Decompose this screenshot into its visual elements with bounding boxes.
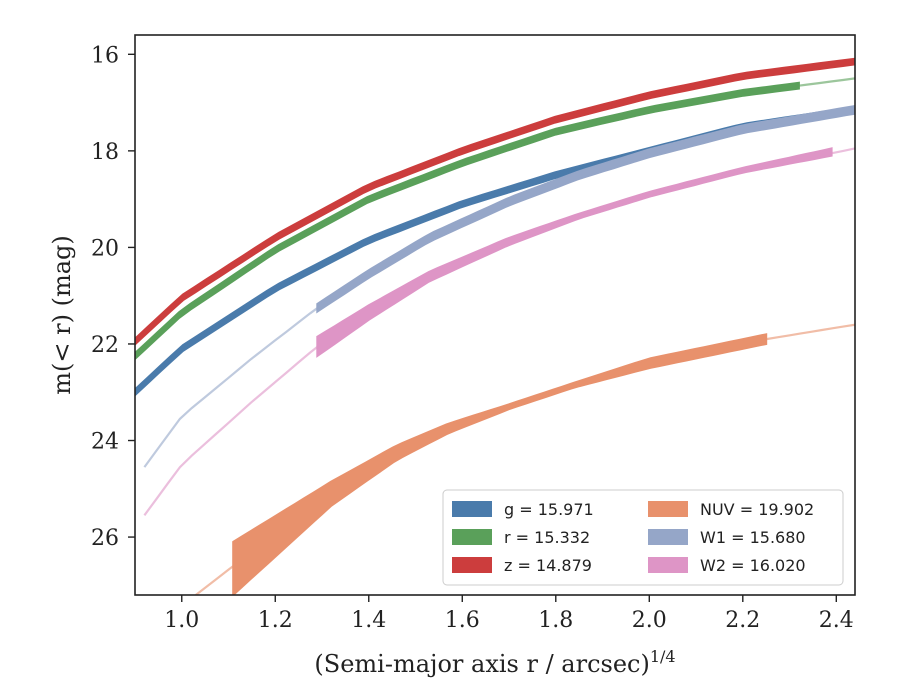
x-tick-label: 1.4 [351,608,386,633]
x-axis-label: (Semi-major axis r / arcsec)1/4 [314,647,675,678]
legend-swatch-g [452,501,492,517]
legend-label-z: z = 14.879 [504,556,592,575]
y-tick-label: 16 [91,43,119,68]
y-tick-label: 24 [91,430,119,455]
series-g-band [135,105,855,397]
y-tick-label: 22 [91,333,119,358]
y-axis: 16 18 20 22 24 26 [91,43,135,551]
legend-label-W2: W2 = 16.020 [700,556,806,575]
series-layer [135,57,855,595]
legend-box [442,489,844,586]
series-z-band [135,57,855,346]
series-W2-band [316,147,833,358]
legend-swatch-W1 [648,529,688,545]
series-r-line [135,77,855,357]
legend-label-r: r = 15.332 [504,528,590,547]
x-tick-label: 1.8 [538,608,573,633]
legend-swatch-W2 [648,557,688,573]
x-tick-label: 2.0 [632,608,667,633]
series-r-band [135,81,800,361]
legend: g = 15.971 r = 15.332 z = 14.879 NUV = 19.9… [442,489,844,586]
legend-label-W1: W1 = 15.680 [700,528,806,547]
x-tick-label: 1.6 [445,608,480,633]
x-axis-label-superscript: 1/4 [650,647,676,666]
legend-swatch-NUV [648,501,688,517]
x-tick-label: 2.2 [725,608,760,633]
x-tick-label: 2.4 [819,608,854,633]
legend-swatch-z [452,557,492,573]
x-tick-label: 1.0 [164,608,199,633]
legend-label-NUV: NUV = 19.902 [700,500,814,519]
series-NUV-band [232,333,768,595]
x-axis: 1.0 1.2 1.4 1.6 1.8 2.0 2.2 2.4 [164,595,854,633]
legend-swatch-r [452,529,492,545]
legend-label-g: g = 15.971 [504,500,594,519]
plot-frame [134,34,856,596]
y-tick-label: 18 [91,140,119,165]
series-W1-band [316,104,855,314]
y-axis-label: m(< r) (mag) [48,235,76,394]
y-tick-label: 20 [91,236,119,261]
series-z-line [135,60,855,343]
x-tick-label: 1.2 [258,608,293,633]
y-tick-label: 26 [91,526,119,551]
